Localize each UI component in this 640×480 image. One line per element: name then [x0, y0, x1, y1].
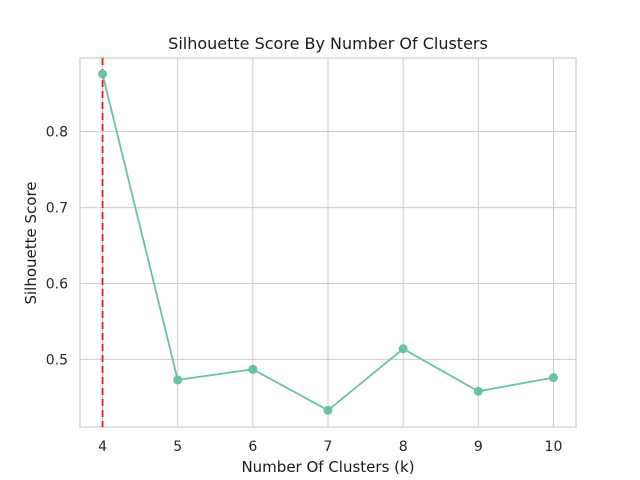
- x-tick-label: 4: [98, 439, 107, 455]
- x-axis-label: Number Of Clusters (k): [241, 458, 414, 476]
- data-point: [173, 375, 183, 385]
- chart-title: Silhouette Score By Number Of Clusters: [168, 34, 488, 53]
- y-gridlines: [80, 131, 576, 360]
- y-tick-label: 0.7: [46, 201, 68, 217]
- x-tick-label: 7: [324, 439, 333, 455]
- data-point: [98, 69, 108, 79]
- x-tick-label: 5: [173, 439, 182, 455]
- data-point: [473, 386, 483, 396]
- y-tick-label: 0.5: [46, 352, 68, 368]
- data-point: [398, 344, 408, 354]
- y-tick-label: 0.8: [46, 125, 68, 141]
- data-point: [323, 405, 333, 415]
- x-tick-label: 10: [545, 439, 563, 455]
- x-tick-labels: 4 5 6 7 8 9 10: [98, 439, 562, 455]
- x-tick-label: 9: [474, 439, 483, 455]
- series-group: [98, 69, 558, 415]
- x-tick-label: 6: [248, 439, 257, 455]
- y-tick-labels: 0.5 0.6 0.7 0.8: [46, 125, 68, 369]
- data-point: [548, 373, 558, 383]
- x-tick-label: 8: [399, 439, 408, 455]
- plot-frame: [79, 57, 577, 428]
- x-gridlines: [102, 58, 554, 427]
- y-tick-label: 0.6: [46, 277, 68, 293]
- y-axis-label: Silhouette Score: [22, 181, 40, 304]
- data-point: [248, 364, 258, 374]
